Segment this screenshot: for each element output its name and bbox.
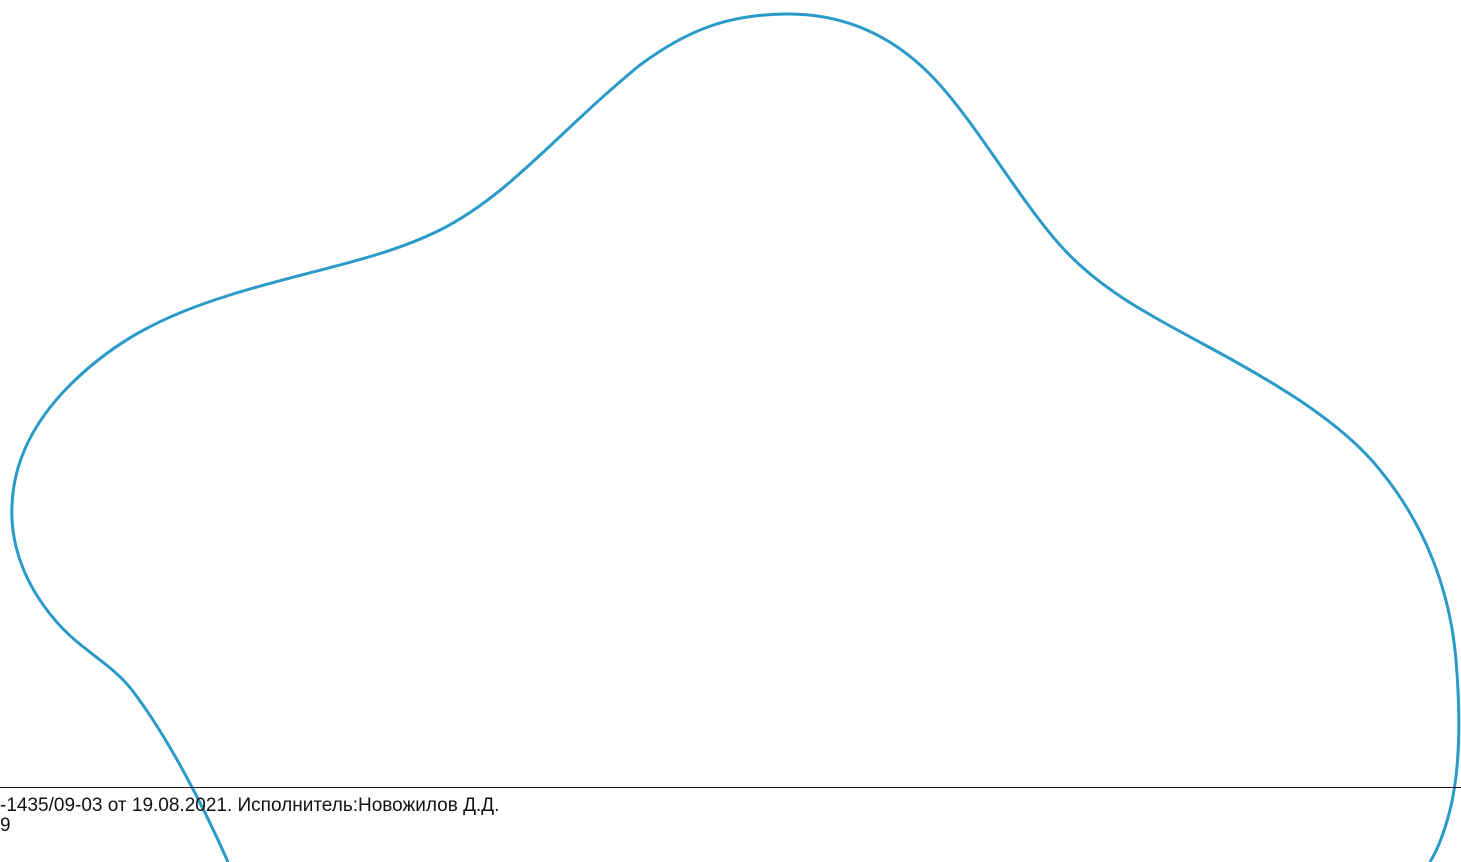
footer-reference-line: -1435/09-03 от 19.08.2021. Исполнитель:Н… [0,795,500,816]
footer-page-number: 9 [0,815,11,836]
boundary-curve [10,12,1461,862]
footer-divider [0,787,1461,788]
